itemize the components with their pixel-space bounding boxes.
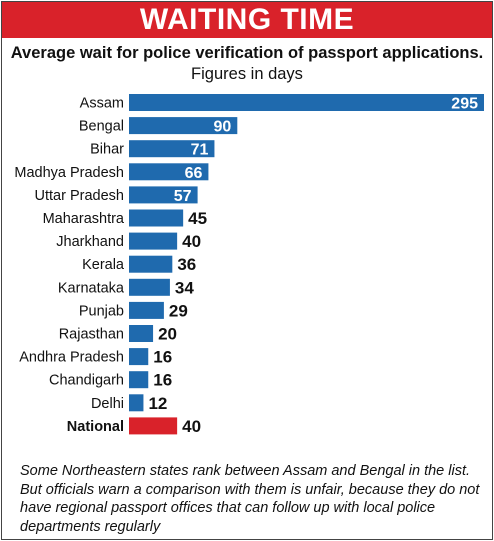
category-label: Maharashtra (43, 211, 125, 227)
value-label: 45 (188, 209, 207, 228)
category-label: Madhya Pradesh (14, 165, 124, 181)
bar (129, 371, 149, 389)
category-label: Andhra Pradesh (19, 350, 124, 366)
national-bar (129, 417, 178, 435)
value-label: 12 (148, 394, 167, 413)
value-label: 40 (182, 417, 201, 436)
chart-title: Average wait for police verification of … (2, 43, 492, 85)
footnote: Some Northeastern states rank between As… (20, 463, 480, 535)
bar (129, 325, 154, 342)
bar (129, 301, 164, 319)
banner-title: WAITING TIME (2, 2, 492, 38)
value-label: 295 (451, 96, 478, 113)
value-label: 16 (153, 348, 172, 367)
value-label: 40 (182, 232, 201, 251)
bar (129, 255, 173, 273)
bar (129, 348, 149, 366)
value-label: 16 (153, 371, 172, 390)
category-label: Bengal (79, 119, 124, 135)
chart-title-main: Average wait for police verification of … (10, 44, 484, 62)
bar-chart: Assam 295 Bengal 90 Bihar 71 Madhya Pradesh 66 U… (14, 94, 484, 436)
category-label: Karnataka (58, 280, 125, 296)
value-label: 57 (174, 188, 192, 205)
value-label: 20 (158, 325, 177, 344)
category-label: Jharkhand (56, 234, 124, 250)
bar (129, 278, 170, 296)
value-label: 66 (185, 165, 203, 182)
value-label: 29 (169, 301, 188, 320)
category-label: National (67, 419, 124, 435)
bar (129, 209, 184, 227)
bar (129, 163, 209, 181)
value-label: 34 (175, 278, 194, 297)
category-label: Punjab (79, 303, 124, 319)
value-label: 36 (177, 255, 196, 274)
bar (129, 117, 238, 135)
bar (129, 394, 144, 412)
category-label: Kerala (82, 257, 125, 273)
value-label: 71 (191, 142, 209, 159)
value-label: 90 (214, 119, 232, 136)
category-label: Bihar (90, 142, 124, 158)
bar (129, 186, 198, 204)
bar (129, 232, 178, 250)
chart-title-unit: Figures in days (191, 65, 303, 83)
category-label: Rajasthan (59, 327, 124, 343)
category-label: Delhi (91, 396, 124, 412)
bar (129, 140, 215, 158)
bar (129, 94, 484, 111)
category-label: Assam (80, 96, 124, 112)
category-label: Chandigarh (49, 373, 124, 389)
category-label: Uttar Pradesh (35, 188, 124, 204)
